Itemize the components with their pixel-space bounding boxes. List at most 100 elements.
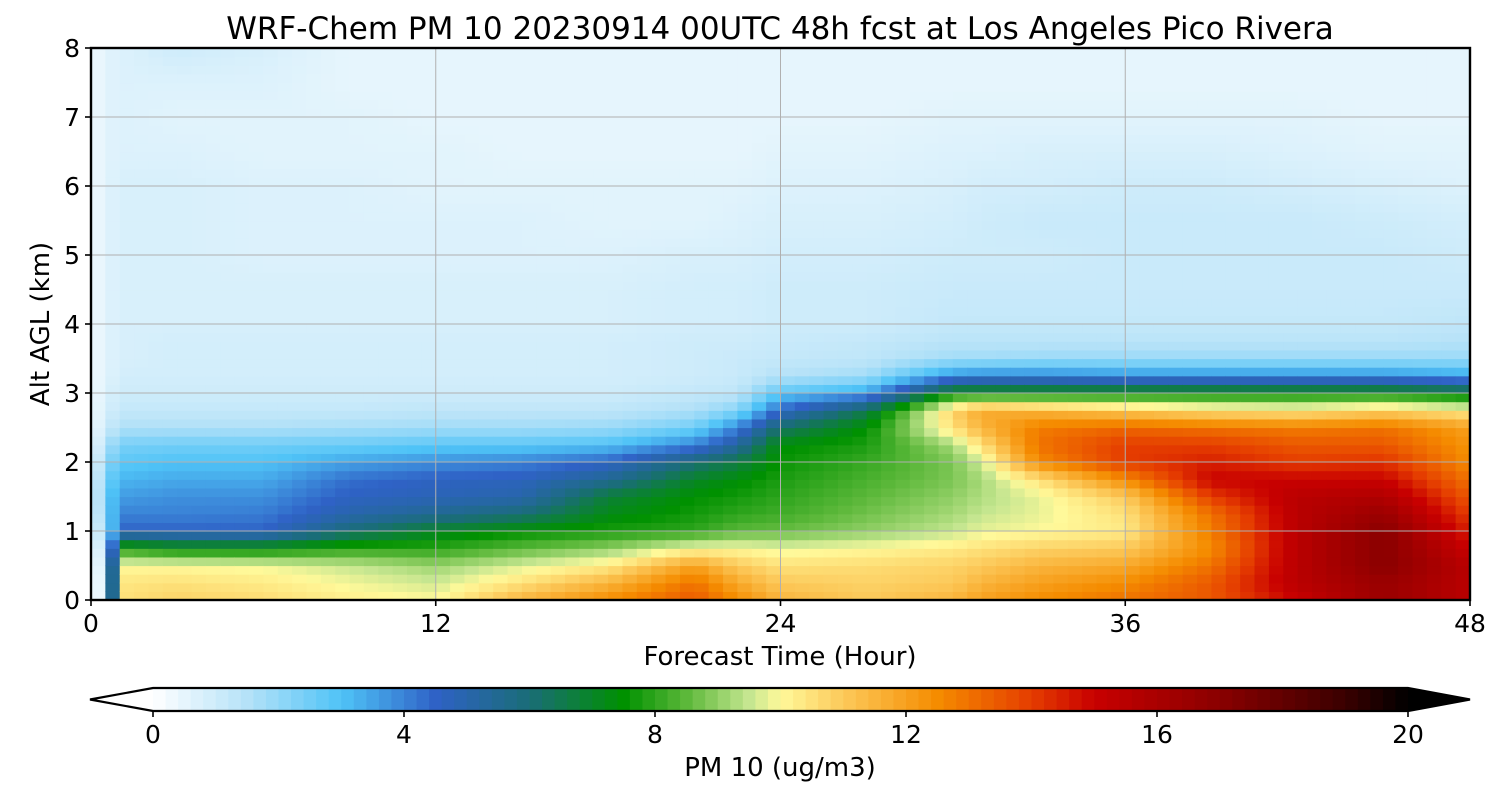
heatmap-cell — [220, 367, 236, 377]
heatmap-cell — [407, 505, 422, 515]
heatmap-cell — [723, 160, 738, 170]
heatmap-cell — [507, 48, 523, 58]
heatmap-cell — [378, 574, 394, 584]
heatmap-cell — [220, 56, 236, 66]
heatmap-cell — [1197, 462, 1213, 472]
heatmap-cell — [1067, 263, 1083, 273]
heatmap-cell — [1139, 531, 1155, 541]
heatmap-cell — [349, 125, 365, 135]
heatmap-cell — [1197, 436, 1213, 446]
heatmap-cell — [967, 574, 983, 584]
heatmap-cell — [378, 462, 394, 472]
heatmap-cell — [737, 65, 753, 75]
heatmap-cell — [119, 177, 135, 187]
heatmap-cell — [723, 393, 738, 403]
heatmap-cell — [579, 341, 595, 351]
heatmap-cell — [837, 186, 853, 196]
heatmap-cell — [809, 134, 825, 144]
heatmap-cell — [938, 315, 954, 325]
heatmap-cell — [852, 565, 868, 575]
heatmap-cell — [593, 513, 609, 523]
heatmap-cell — [249, 384, 264, 394]
heatmap-cell — [277, 522, 293, 532]
heatmap-cell — [148, 539, 164, 549]
heatmap-cell — [708, 272, 724, 282]
heatmap-cell — [320, 574, 336, 584]
heatmap-cell — [679, 229, 695, 239]
heatmap-cell — [407, 324, 422, 334]
heatmap-cell — [1082, 453, 1098, 463]
heatmap-cell — [478, 73, 494, 84]
heatmap-cell — [234, 436, 250, 446]
heatmap-cell — [881, 82, 897, 92]
heatmap-cell — [1010, 194, 1026, 204]
heatmap-cell — [134, 211, 150, 222]
heatmap-cell — [392, 367, 408, 377]
heatmap-cell — [148, 470, 164, 480]
heatmap-cell — [809, 418, 825, 429]
heatmap-cell — [636, 280, 652, 291]
heatmap-cell — [1197, 298, 1213, 308]
heatmap-cell — [866, 298, 882, 308]
heatmap-cell — [1168, 108, 1184, 118]
heatmap-cell — [407, 487, 422, 498]
heatmap-cell — [708, 427, 724, 437]
heatmap-cell — [1139, 341, 1155, 351]
heatmap-cell — [665, 73, 681, 84]
heatmap-cell — [493, 237, 509, 247]
heatmap-cell — [119, 582, 135, 592]
heatmap-cell — [162, 591, 178, 600]
heatmap-cell — [823, 513, 839, 523]
heatmap-cell — [220, 574, 236, 584]
heatmap-cell — [421, 237, 437, 247]
heatmap-cell — [177, 513, 193, 523]
heatmap-cell — [909, 194, 925, 204]
heatmap-cell — [780, 220, 796, 230]
heatmap-cell — [794, 591, 810, 600]
heatmap-cell — [924, 151, 940, 161]
heatmap-cell — [823, 73, 839, 84]
heatmap-cell — [91, 168, 106, 178]
heatmap-cell — [148, 427, 164, 437]
heatmap-cell — [378, 255, 394, 265]
heatmap-cell — [995, 108, 1011, 118]
heatmap-cell — [521, 134, 537, 144]
heatmap-cell — [263, 177, 279, 187]
heatmap-cell — [737, 73, 753, 84]
heatmap-cell — [1039, 160, 1055, 170]
heatmap-cell — [1182, 384, 1198, 394]
heatmap-cell — [809, 73, 825, 84]
heatmap-cell — [651, 556, 667, 567]
heatmap-cell — [277, 470, 293, 480]
heatmap-cell — [1153, 393, 1169, 403]
heatmap-cell — [1082, 229, 1098, 239]
heatmap-cell — [593, 548, 609, 558]
heatmap-cell — [852, 315, 868, 325]
heatmap-cell — [550, 556, 566, 567]
heatmap-cell — [134, 375, 150, 385]
heatmap-cell — [119, 367, 135, 377]
heatmap-cell — [464, 272, 480, 282]
heatmap-cell — [579, 591, 595, 600]
heatmap-cell — [995, 332, 1011, 342]
heatmap-cell — [823, 298, 839, 308]
heatmap-cell — [1125, 177, 1141, 187]
heatmap-cell — [952, 591, 968, 600]
heatmap-cell — [521, 574, 537, 584]
heatmap-cell — [809, 453, 825, 463]
heatmap-cell — [320, 427, 336, 437]
heatmap-cell — [1067, 591, 1083, 600]
heatmap-cell — [177, 194, 193, 204]
heatmap-cell — [435, 522, 451, 532]
heatmap-cell — [636, 349, 652, 360]
heatmap-cell — [665, 531, 681, 541]
heatmap-cell — [363, 263, 379, 273]
heatmap-cell — [995, 462, 1011, 472]
heatmap-cell — [450, 341, 466, 351]
heatmap-cell — [105, 591, 121, 600]
heatmap-cell — [1197, 548, 1213, 558]
heatmap-cell — [881, 531, 897, 541]
heatmap-cell — [378, 108, 394, 118]
heatmap-cell — [852, 591, 868, 600]
heatmap-cell — [220, 444, 236, 454]
